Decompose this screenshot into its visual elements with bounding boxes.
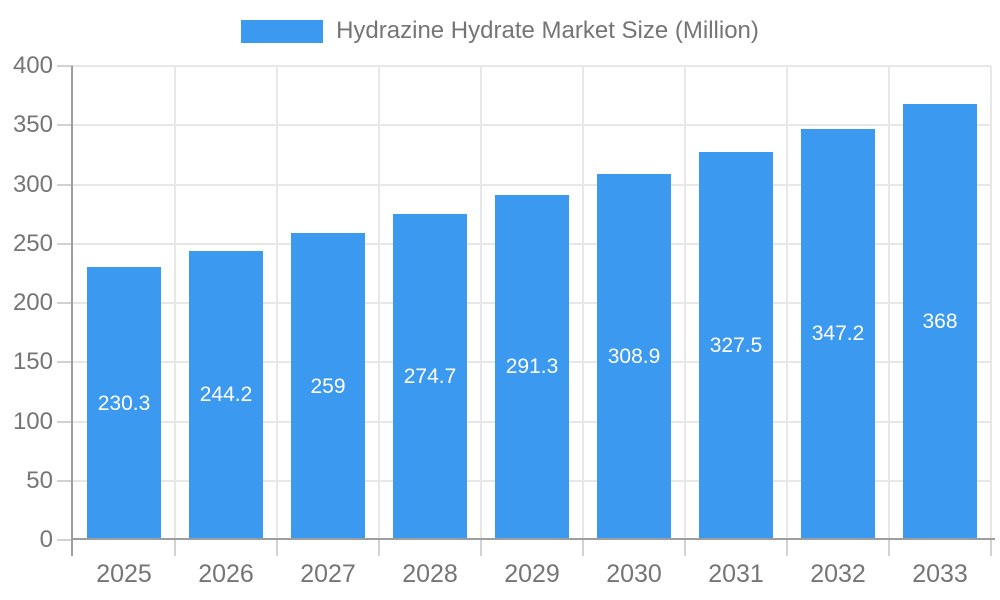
x-tick xyxy=(888,540,890,556)
x-gridline xyxy=(378,66,380,540)
y-tick-label: 100 xyxy=(12,407,53,435)
y-tick xyxy=(57,183,73,186)
bar[interactable]: 327.5 xyxy=(699,151,773,540)
y-tick xyxy=(57,65,73,67)
bar[interactable]: 291.3 xyxy=(495,194,569,540)
x-gridline xyxy=(174,66,176,540)
y-tick xyxy=(57,479,73,482)
x-tick xyxy=(378,540,380,556)
x-gridline xyxy=(480,66,482,540)
x-gridline xyxy=(990,66,992,540)
y-tick-label: 50 xyxy=(26,466,53,494)
y-tick xyxy=(57,539,73,541)
x-gridline xyxy=(582,66,584,540)
bar[interactable]: 368 xyxy=(903,103,977,540)
x-tick-label: 2031 xyxy=(708,560,764,588)
y-gridline xyxy=(73,183,991,186)
bar-value-label: 368 xyxy=(922,309,958,333)
bar[interactable]: 230.3 xyxy=(87,267,161,540)
y-tick xyxy=(57,420,73,423)
x-gridline xyxy=(276,66,278,540)
y-gridline xyxy=(73,65,991,67)
y-tick xyxy=(57,361,73,364)
y-tick xyxy=(57,124,73,127)
y-tick-label: 0 xyxy=(39,526,53,553)
x-tick xyxy=(582,540,584,556)
y-tick-label: 200 xyxy=(12,289,53,316)
x-tick xyxy=(990,540,992,556)
bar-value-label: 327.5 xyxy=(709,333,763,357)
y-tick-label: 250 xyxy=(12,229,53,257)
x-tick-label: 2029 xyxy=(504,560,560,588)
bar-value-label: 259 xyxy=(310,374,346,398)
x-tick xyxy=(480,540,482,556)
x-gridline xyxy=(888,66,890,540)
bar-value-label: 244.2 xyxy=(199,383,253,407)
y-axis-line xyxy=(71,66,73,556)
y-tick-label: 400 xyxy=(12,52,53,79)
y-tick-label: 150 xyxy=(12,348,53,376)
bar[interactable]: 308.9 xyxy=(597,173,671,540)
x-tick-label: 2025 xyxy=(96,560,152,588)
x-tick-label: 2027 xyxy=(300,560,356,588)
x-tick-label: 2030 xyxy=(606,560,662,588)
x-axis-line xyxy=(71,538,995,540)
legend-label: Hydrazine Hydrate Market Size (Million) xyxy=(336,17,759,44)
y-tick xyxy=(57,302,73,304)
bar[interactable]: 259 xyxy=(291,233,365,540)
x-tick-label: 2028 xyxy=(402,560,458,588)
legend-swatch xyxy=(241,19,324,43)
x-tick-label: 2026 xyxy=(198,560,254,588)
x-tick-label: 2032 xyxy=(810,560,866,588)
y-tick-label: 300 xyxy=(12,170,53,198)
plot-area: 0 50 100 150 200 250 300 350 400 230.3 2025 244.2 20… xyxy=(13,52,995,588)
bar[interactable]: 347.2 xyxy=(801,128,875,540)
y-tick-label: 350 xyxy=(12,111,53,139)
x-tick xyxy=(276,540,278,556)
y-gridline xyxy=(73,124,991,127)
bar[interactable]: 244.2 xyxy=(189,250,263,540)
x-tick-label: 2033 xyxy=(912,560,968,588)
bar-value-label: 347.2 xyxy=(811,322,865,346)
bar[interactable]: 274.7 xyxy=(393,214,467,540)
x-gridline xyxy=(786,66,788,540)
x-tick xyxy=(684,540,686,556)
bar-value-label: 230.3 xyxy=(97,391,151,415)
legend[interactable]: Hydrazine Hydrate Market Size (Million) xyxy=(0,17,1000,45)
x-tick xyxy=(174,540,176,556)
x-tick xyxy=(786,540,788,556)
bar-value-label: 308.9 xyxy=(607,344,661,368)
bar-value-label: 291.3 xyxy=(505,355,559,379)
x-gridline xyxy=(684,66,686,540)
y-tick xyxy=(57,242,73,245)
bar-value-label: 274.7 xyxy=(403,365,457,389)
